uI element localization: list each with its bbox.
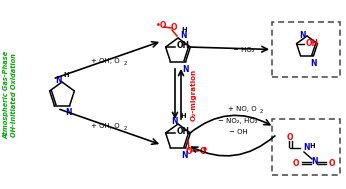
Text: N: N [311,156,317,166]
Text: O: O [186,147,192,156]
Text: H: H [180,113,185,119]
Text: N: N [172,118,178,126]
Text: N: N [181,150,188,160]
Text: + OH, O: + OH, O [91,58,119,64]
Text: OH: OH [177,41,190,50]
Text: + NO, O: + NO, O [228,106,256,112]
Text: OH-Initiated Oxidation: OH-Initiated Oxidation [11,53,17,137]
Text: N: N [55,76,62,85]
Text: OH: OH [177,128,190,136]
Text: O: O [171,23,177,33]
Text: + OH, O: + OH, O [91,123,119,129]
Text: •: • [202,145,208,155]
Text: O: O [200,147,207,156]
Bar [272,119,340,175]
Text: 2: 2 [124,126,127,131]
Text: 2: 2 [124,61,127,66]
Text: N: N [303,143,310,153]
Text: Atmospheric Gas-Phase: Atmospheric Gas-Phase [3,51,9,139]
Text: N: N [65,108,72,116]
Text: 2: 2 [260,109,263,114]
Text: •O: •O [156,22,168,30]
Text: N: N [300,30,306,40]
Text: H: H [63,72,69,78]
Text: N: N [310,59,317,68]
Text: N: N [182,64,189,74]
Text: − OH: − OH [229,129,247,135]
Bar [272,22,340,77]
Text: O₂-migration: O₂-migration [191,69,197,121]
Text: O: O [329,159,336,167]
Text: O: O [292,159,299,167]
Text: H: H [309,143,315,149]
Text: H: H [181,27,186,33]
Text: − NO₂, HO₂: − NO₂, HO₂ [218,118,258,124]
Text: − HO₂: − HO₂ [233,47,255,53]
Text: O: O [287,132,293,142]
Text: N: N [180,32,186,40]
Text: OH: OH [306,39,319,48]
